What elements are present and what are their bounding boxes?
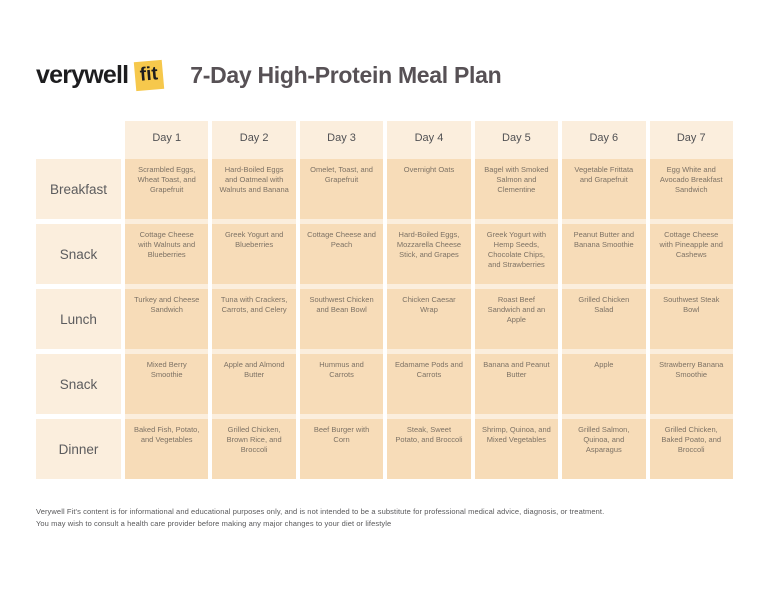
meal-cell-snack2-day-4: Edamame Pods and Carrots xyxy=(387,354,471,414)
meal-cell-breakfast-day-1: Scrambled Eggs, Wheat Toast, and Grapefr… xyxy=(125,159,209,219)
meal-cell-lunch-day-4: Chicken Caesar Wrap xyxy=(387,289,471,349)
meal-cell-snack1-day-4: Hard-Boiled Eggs, Mozzarella Cheese Stic… xyxy=(387,224,471,284)
meal-cell-snack1-day-5: Greek Yogurt with Hemp Seeds, Chocolate … xyxy=(474,224,559,284)
meal-cell-snack2-day-1: Mixed Berry Smoothie xyxy=(125,354,209,414)
meal-cell-snack1-day-6: Peanut Butter and Banana Smoothie xyxy=(562,224,646,284)
day-1-column: Day 1 Scrambled Eggs, Wheat Toast, and G… xyxy=(125,121,209,479)
meal-cell-dinner-day-3: Beef Burger with Corn xyxy=(299,419,384,479)
meal-type-label-dinner: Dinner xyxy=(36,419,121,479)
meal-cell-lunch-day-6: Grilled Chicken Salad xyxy=(562,289,646,349)
page-header: verywell fit 7-Day High-Protein Meal Pla… xyxy=(36,56,502,94)
logo-wordmark: verywell xyxy=(36,60,129,89)
day-3-header: Day 3 xyxy=(327,131,356,144)
meal-cell-lunch-day-2: Tuna with Crackers, Carrots, and Celery xyxy=(212,289,296,349)
disclaimer-line-1: Verywell Fit's content is for informatio… xyxy=(36,507,605,516)
meal-cell-lunch-day-7: Southwest Steak Bowl xyxy=(649,289,733,349)
meal-cell-lunch-day-1: Turkey and Cheese Sandwich xyxy=(125,289,209,349)
disclaimer-line-2: You may wish to consult a health care pr… xyxy=(36,519,392,528)
meal-type-label-snack-2: Snack xyxy=(36,354,121,414)
day-6-column: Day 6 Vegetable Frittata and Grapefruit … xyxy=(562,121,646,479)
disclaimer: Verywell Fit's content is for informatio… xyxy=(36,506,736,530)
meal-cell-snack2-day-6: Apple xyxy=(562,354,646,414)
meal-cell-breakfast-day-3: Omelet, Toast, and Grapefruit xyxy=(299,159,384,219)
meal-cell-breakfast-day-7: Egg White and Avocado Breakfast Sandwich xyxy=(649,159,733,219)
day-2-column: Day 2 Hard-Boiled Eggs and Oatmeal with … xyxy=(212,121,296,479)
meal-cell-snack2-day-5: Banana and Peanut Butter xyxy=(474,354,559,414)
meal-cell-breakfast-day-6: Vegetable Frittata and Grapefruit xyxy=(562,159,646,219)
meal-cell-snack1-day-7: Cottage Cheese with Pineapple and Cashew… xyxy=(649,224,733,284)
day-5-column: Day 5 Bagel with Smoked Salmon and Cleme… xyxy=(474,121,559,479)
day-6-header: Day 6 xyxy=(589,131,619,144)
meal-cell-dinner-day-6: Grilled Salmon, Quinoa, and Asparagus xyxy=(562,419,646,479)
meal-cell-lunch-day-3: Southwest Chicken and Bean Bowl xyxy=(299,289,384,349)
meal-cell-snack2-day-3: Hummus and Carrots xyxy=(299,354,384,414)
meal-cell-dinner-day-2: Grilled Chicken, Brown Rice, and Broccol… xyxy=(212,419,296,479)
meal-cell-dinner-day-4: Steak, Sweet Potato, and Broccoli xyxy=(387,419,471,479)
day-2-header: Day 2 xyxy=(239,131,269,144)
meal-type-label-lunch: Lunch xyxy=(36,289,121,349)
meal-cell-breakfast-day-5: Bagel with Smoked Salmon and Clementine xyxy=(474,159,559,219)
meal-cell-snack2-day-2: Apple and Almond Butter xyxy=(212,354,296,414)
day-4-header: Day 4 xyxy=(414,131,444,144)
day-3-column: Day 3 Omelet, Toast, and Grapefruit Cott… xyxy=(299,121,384,479)
meal-cell-snack2-day-7: Strawberry Banana Smoothie xyxy=(649,354,733,414)
meal-cell-lunch-day-5: Roast Beef Sandwich and an Apple xyxy=(474,289,559,349)
meal-cell-breakfast-day-2: Hard-Boiled Eggs and Oatmeal with Walnut… xyxy=(212,159,296,219)
day-1-header: Day 1 xyxy=(152,131,182,144)
meal-type-column: Breakfast Snack Lunch Snack Dinner xyxy=(36,121,121,479)
meal-type-label-breakfast: Breakfast xyxy=(36,159,121,219)
meal-type-label-snack-1: Snack xyxy=(36,224,121,284)
meal-cell-dinner-day-7: Grilled Chicken, Baked Poato, and Brocco… xyxy=(649,419,733,479)
meal-cell-dinner-day-1: Baked Fish, Potato, and Vegetables xyxy=(125,419,209,479)
verywell-fit-logo: verywell fit xyxy=(36,59,165,91)
meal-plan-table: Breakfast Snack Lunch Snack Dinner Day 1… xyxy=(36,121,733,479)
page-title: 7-Day High-Protein Meal Plan xyxy=(190,61,502,88)
meal-cell-snack1-day-2: Greek Yogurt and Blueberries xyxy=(212,224,296,284)
meal-cell-dinner-day-5: Shrimp, Quinoa, and Mixed Vegetables xyxy=(474,419,559,479)
meal-cell-breakfast-day-4: Overnight Oats xyxy=(387,159,471,219)
day-7-column: Day 7 Egg White and Avocado Breakfast Sa… xyxy=(649,121,733,479)
day-4-column: Day 4 Overnight Oats Hard-Boiled Eggs, M… xyxy=(387,121,471,479)
corner-spacer xyxy=(36,121,121,154)
day-7-header: Day 7 xyxy=(676,131,706,144)
day-5-header: Day 5 xyxy=(502,131,531,144)
meal-cell-snack1-day-3: Cottage Cheese and Peach xyxy=(299,224,384,284)
logo-fit-badge: fit xyxy=(134,59,165,91)
meal-cell-snack1-day-1: Cottage Cheese with Walnuts and Blueberr… xyxy=(125,224,209,284)
